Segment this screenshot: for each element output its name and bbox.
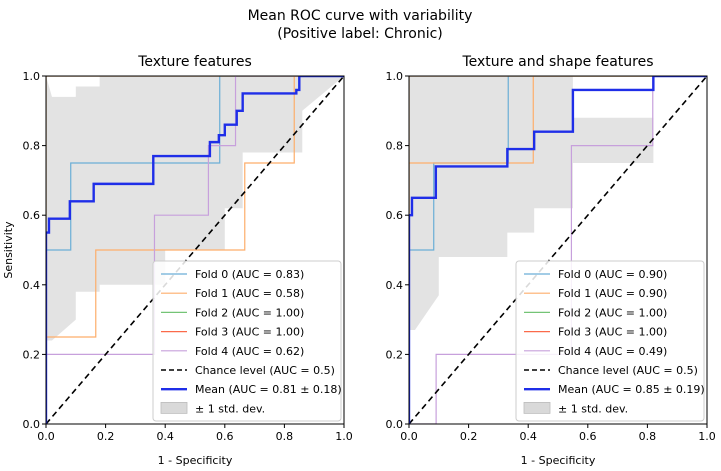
legend-label: ± 1 std. dev. [558, 402, 628, 415]
legend-label: Mean (AUC = 0.85 ± 0.19) [558, 383, 705, 396]
panel-title: Texture features [137, 54, 252, 70]
plot-area [46, 76, 344, 424]
legend-item: Fold 2 (AUC = 1.00) [524, 306, 667, 319]
y-tick-label: 0.8 [386, 140, 404, 153]
y-tick-label: 1.0 [23, 70, 41, 83]
x-tick-label: 1.0 [335, 430, 353, 443]
plot-area [409, 76, 707, 424]
fold-1-roc-line [409, 76, 707, 424]
legend-label: ± 1 std. dev. [195, 402, 265, 415]
x-axis-label: 1 - Specificity [521, 454, 596, 467]
figure-title-line1: Mean ROC curve with variability [248, 8, 473, 24]
x-tick-label: 0.8 [276, 430, 294, 443]
legend-item: Fold 3 (AUC = 1.00) [161, 326, 304, 339]
legend-swatch [523, 401, 551, 414]
y-tick-label: 0.2 [386, 348, 404, 361]
panel-title: Texture and shape features [461, 54, 653, 70]
y-tick-label: 0.4 [386, 279, 404, 292]
legend-label: Fold 0 (AUC = 0.90) [558, 268, 667, 281]
y-tick-label: 0.2 [23, 348, 41, 361]
std-dev-band [46, 76, 344, 341]
legend-label: Fold 2 (AUC = 1.00) [558, 306, 667, 319]
legend-label: Fold 1 (AUC = 0.90) [558, 287, 667, 300]
legend-label: Fold 3 (AUC = 1.00) [195, 326, 304, 339]
legend-label: Chance level (AUC = 0.5) [558, 364, 698, 377]
legend-item: Fold 4 (AUC = 0.62) [161, 345, 304, 358]
legend-label: Fold 3 (AUC = 1.00) [558, 326, 667, 339]
legend-item: Chance level (AUC = 0.5) [524, 364, 698, 377]
figure-title-line2: (Positive label: Chronic) [277, 26, 443, 42]
legend-box [515, 260, 705, 422]
y-axis-label: Sensitivity [2, 221, 15, 279]
legend-item: Chance level (AUC = 0.5) [161, 364, 335, 377]
x-tick-label: 0.6 [216, 430, 234, 443]
axes-frame [408, 75, 708, 425]
legend-box [152, 260, 342, 422]
x-tick-label: 0.4 [519, 430, 537, 443]
legend-item: ± 1 std. dev. [523, 401, 628, 415]
chance-level-line [409, 76, 707, 424]
legend-item: Mean (AUC = 0.85 ± 0.19) [524, 383, 705, 396]
legend-item: Fold 4 (AUC = 0.49) [524, 345, 667, 358]
legend-swatch [160, 401, 188, 414]
x-tick-label: 0.0 [400, 430, 418, 443]
y-tick-label: 0.6 [386, 209, 404, 222]
legend-item: Mean (AUC = 0.81 ± 0.18) [161, 383, 342, 396]
roc-panel-texture-shape: 0.0 0.2 0.4 0.6 0.8 1.0 0.0 0.2 0.4 0.6 0.8 1.0 Text… [386, 54, 716, 467]
legend-label: Fold 4 (AUC = 0.49) [558, 345, 667, 358]
x-tick-label: 1.0 [698, 430, 716, 443]
legend-item: Fold 0 (AUC = 0.83) [161, 268, 304, 281]
y-tick-label: 0.8 [23, 140, 41, 153]
chance-level-line [46, 76, 344, 424]
std-dev-band [409, 76, 707, 331]
y-tick-label: 0.6 [23, 209, 41, 222]
x-tick-label: 0.2 [460, 430, 478, 443]
x-tick-label: 0.4 [156, 430, 174, 443]
legend-item: Fold 1 (AUC = 0.58) [161, 287, 304, 300]
x-tick-label: 0.2 [97, 430, 115, 443]
x-tick-label: 0.8 [639, 430, 657, 443]
roc-panel-texture: 0.0 0.2 0.4 0.6 0.8 1.0 0.0 0.2 0.4 0.6 0.8 1.0 Text… [2, 54, 353, 467]
legend-item: Fold 1 (AUC = 0.90) [524, 287, 667, 300]
x-tick-label: 0.0 [37, 430, 55, 443]
mean-roc-line [46, 76, 344, 424]
x-tick-label: 0.6 [579, 430, 597, 443]
y-tick-label: 0.0 [23, 418, 41, 431]
legend-label: Mean (AUC = 0.81 ± 0.18) [195, 383, 342, 396]
mean-roc-line [409, 76, 707, 424]
legend: Fold 0 (AUC = 0.83) Fold 1 (AUC = 0.58) Fo… [152, 260, 342, 422]
legend-label: Fold 2 (AUC = 1.00) [195, 306, 304, 319]
axes-frame [45, 75, 345, 425]
legend-item: Fold 2 (AUC = 1.00) [161, 306, 304, 319]
fold-1-roc-line [46, 76, 344, 424]
legend-label: Fold 0 (AUC = 0.83) [195, 268, 304, 281]
fold-0-roc-line [46, 76, 344, 424]
fold-4-roc-line [46, 76, 344, 424]
x-axis-label: 1 - Specificity [158, 454, 233, 467]
y-tick-label: 0.4 [23, 279, 41, 292]
legend-label: Chance level (AUC = 0.5) [195, 364, 335, 377]
legend-label: Fold 1 (AUC = 0.58) [195, 287, 304, 300]
legend-item: ± 1 std. dev. [160, 401, 265, 415]
y-tick-label: 0.0 [386, 418, 404, 431]
legend-item: Fold 0 (AUC = 0.90) [524, 268, 667, 281]
y-tick-label: 1.0 [386, 70, 404, 83]
legend-item: Fold 3 (AUC = 1.00) [524, 326, 667, 339]
legend: Fold 0 (AUC = 0.90) Fold 1 (AUC = 0.90) Fo… [515, 260, 705, 422]
legend-label: Fold 4 (AUC = 0.62) [195, 345, 304, 358]
